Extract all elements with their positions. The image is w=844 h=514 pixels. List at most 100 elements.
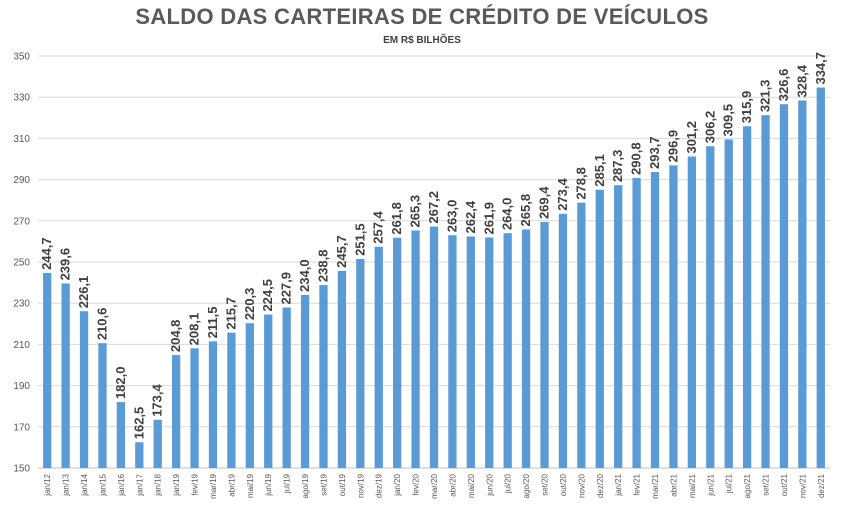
data-label: 257,4 <box>371 210 386 243</box>
x-tick-label: jan/18 <box>154 473 163 496</box>
x-tick-label: ago/19 <box>301 473 310 498</box>
bar-abr/20 <box>448 235 457 468</box>
data-label: 309,5 <box>721 104 736 137</box>
y-tick-label: 330 <box>13 93 30 104</box>
bar-jan/21 <box>614 185 623 469</box>
gridlines <box>38 55 830 469</box>
data-label: 210,6 <box>94 308 109 341</box>
x-tick-label: jan/16 <box>117 473 126 496</box>
y-tick-label: 210 <box>13 340 30 351</box>
x-tick-label: set/19 <box>319 473 328 495</box>
data-label: 326,6 <box>776 69 791 102</box>
data-label: 238,8 <box>315 250 330 283</box>
bar-jan/16 <box>116 402 126 468</box>
x-tick-label: mai/20 <box>467 473 476 498</box>
bar-dez/19 <box>374 246 383 468</box>
bar-jan/14 <box>79 311 89 468</box>
x-tick-label: abr/20 <box>448 473 457 496</box>
x-tick-label: jan/15 <box>98 473 107 496</box>
bar-nov/21 <box>798 100 807 468</box>
data-label: 290,8 <box>629 142 644 175</box>
bar-jan/17 <box>135 442 144 468</box>
x-tick-label: ago/21 <box>743 473 752 498</box>
data-label: 227,9 <box>279 272 294 305</box>
bar-mai/21 <box>687 156 697 468</box>
bar-ago/19 <box>300 294 310 468</box>
x-tick-label: mai/19 <box>246 473 255 498</box>
bar-jul/19 <box>282 307 291 468</box>
x-tick-label: dez/19 <box>375 473 384 498</box>
bar-jan/19 <box>171 355 181 468</box>
data-label: 208,1 <box>187 313 202 346</box>
x-tick-label: abr/21 <box>669 473 678 496</box>
y-tick-label: 350 <box>13 52 30 63</box>
bar-jan/13 <box>61 283 70 468</box>
data-label: 220,3 <box>242 288 257 321</box>
x-tick-label: set/21 <box>762 473 771 495</box>
data-label: 315,9 <box>739 91 754 124</box>
bar-mar/19 <box>208 341 218 468</box>
bar-set/19 <box>319 285 328 468</box>
x-tick-label: jan/19 <box>172 473 181 496</box>
y-tick-label: 290 <box>13 175 30 186</box>
bar-abr/19 <box>227 332 236 468</box>
x-tick-label: jan/17 <box>135 473 144 496</box>
y-tick-label: 270 <box>13 216 30 227</box>
data-label: 269,4 <box>537 186 552 219</box>
x-tick-label: jun/20 <box>485 473 494 496</box>
x-tick-label: dez/20 <box>596 473 605 498</box>
x-tick-label: out/19 <box>338 473 347 496</box>
data-label: 263,0 <box>444 200 459 233</box>
data-label: 226,1 <box>76 276 91 309</box>
data-label: 267,2 <box>426 191 441 224</box>
x-tick-label: out/21 <box>780 473 789 496</box>
bar-jun/20 <box>485 237 494 468</box>
data-label: 293,7 <box>647 136 662 169</box>
x-tick-label: jan/21 <box>614 473 623 496</box>
bar-dez/20 <box>595 189 604 468</box>
bar-jan/20 <box>393 237 402 468</box>
x-tick-label: jun/19 <box>264 473 273 496</box>
data-label: 301,2 <box>684 121 699 154</box>
x-tick-label: nov/19 <box>356 473 365 498</box>
bar-dez/21 <box>816 87 825 468</box>
data-label: 278,8 <box>573 167 588 200</box>
bar-mar/21 <box>650 171 660 468</box>
x-tick-label: out/20 <box>559 473 568 496</box>
data-label: 239,6 <box>58 248 73 281</box>
x-tick-label: nov/21 <box>798 473 807 498</box>
x-tick-label: mar/20 <box>430 473 439 498</box>
bar-mai/20 <box>466 236 475 468</box>
x-tick-label: nov/20 <box>577 473 586 498</box>
bar-jan/12 <box>43 272 52 468</box>
x-tick-label: jul/21 <box>725 473 734 494</box>
bar-jun/21 <box>706 146 715 468</box>
data-label: 162,5 <box>131 407 146 440</box>
x-tick-label: mar/21 <box>651 473 660 498</box>
x-tick-label: mar/19 <box>209 473 218 498</box>
data-label: 265,8 <box>518 194 533 227</box>
bar-fev/21 <box>632 177 641 468</box>
data-label: 273,4 <box>555 177 570 210</box>
bar-set/20 <box>540 222 549 468</box>
bar-out/19 <box>337 270 347 468</box>
bar-nov/19 <box>356 258 365 468</box>
x-tick-label: ago/20 <box>522 473 531 498</box>
data-label: 265,3 <box>408 195 423 228</box>
bar-fev/19 <box>190 348 199 468</box>
bar-jan/18 <box>153 419 162 468</box>
bar-jul/20 <box>503 233 512 468</box>
bar-jun/19 <box>264 314 273 468</box>
data-label: 285,1 <box>592 154 607 187</box>
data-label: 211,5 <box>205 306 220 338</box>
y-tick-label: 170 <box>13 422 30 433</box>
data-label: 334,7 <box>813 52 828 85</box>
bar-mar/20 <box>429 226 439 468</box>
data-label: 296,9 <box>665 130 680 163</box>
x-tick-label: dez/21 <box>817 473 826 498</box>
data-label: 215,7 <box>223 297 238 330</box>
data-label: 321,3 <box>758 80 773 113</box>
x-tick-label: jan/13 <box>62 473 71 496</box>
